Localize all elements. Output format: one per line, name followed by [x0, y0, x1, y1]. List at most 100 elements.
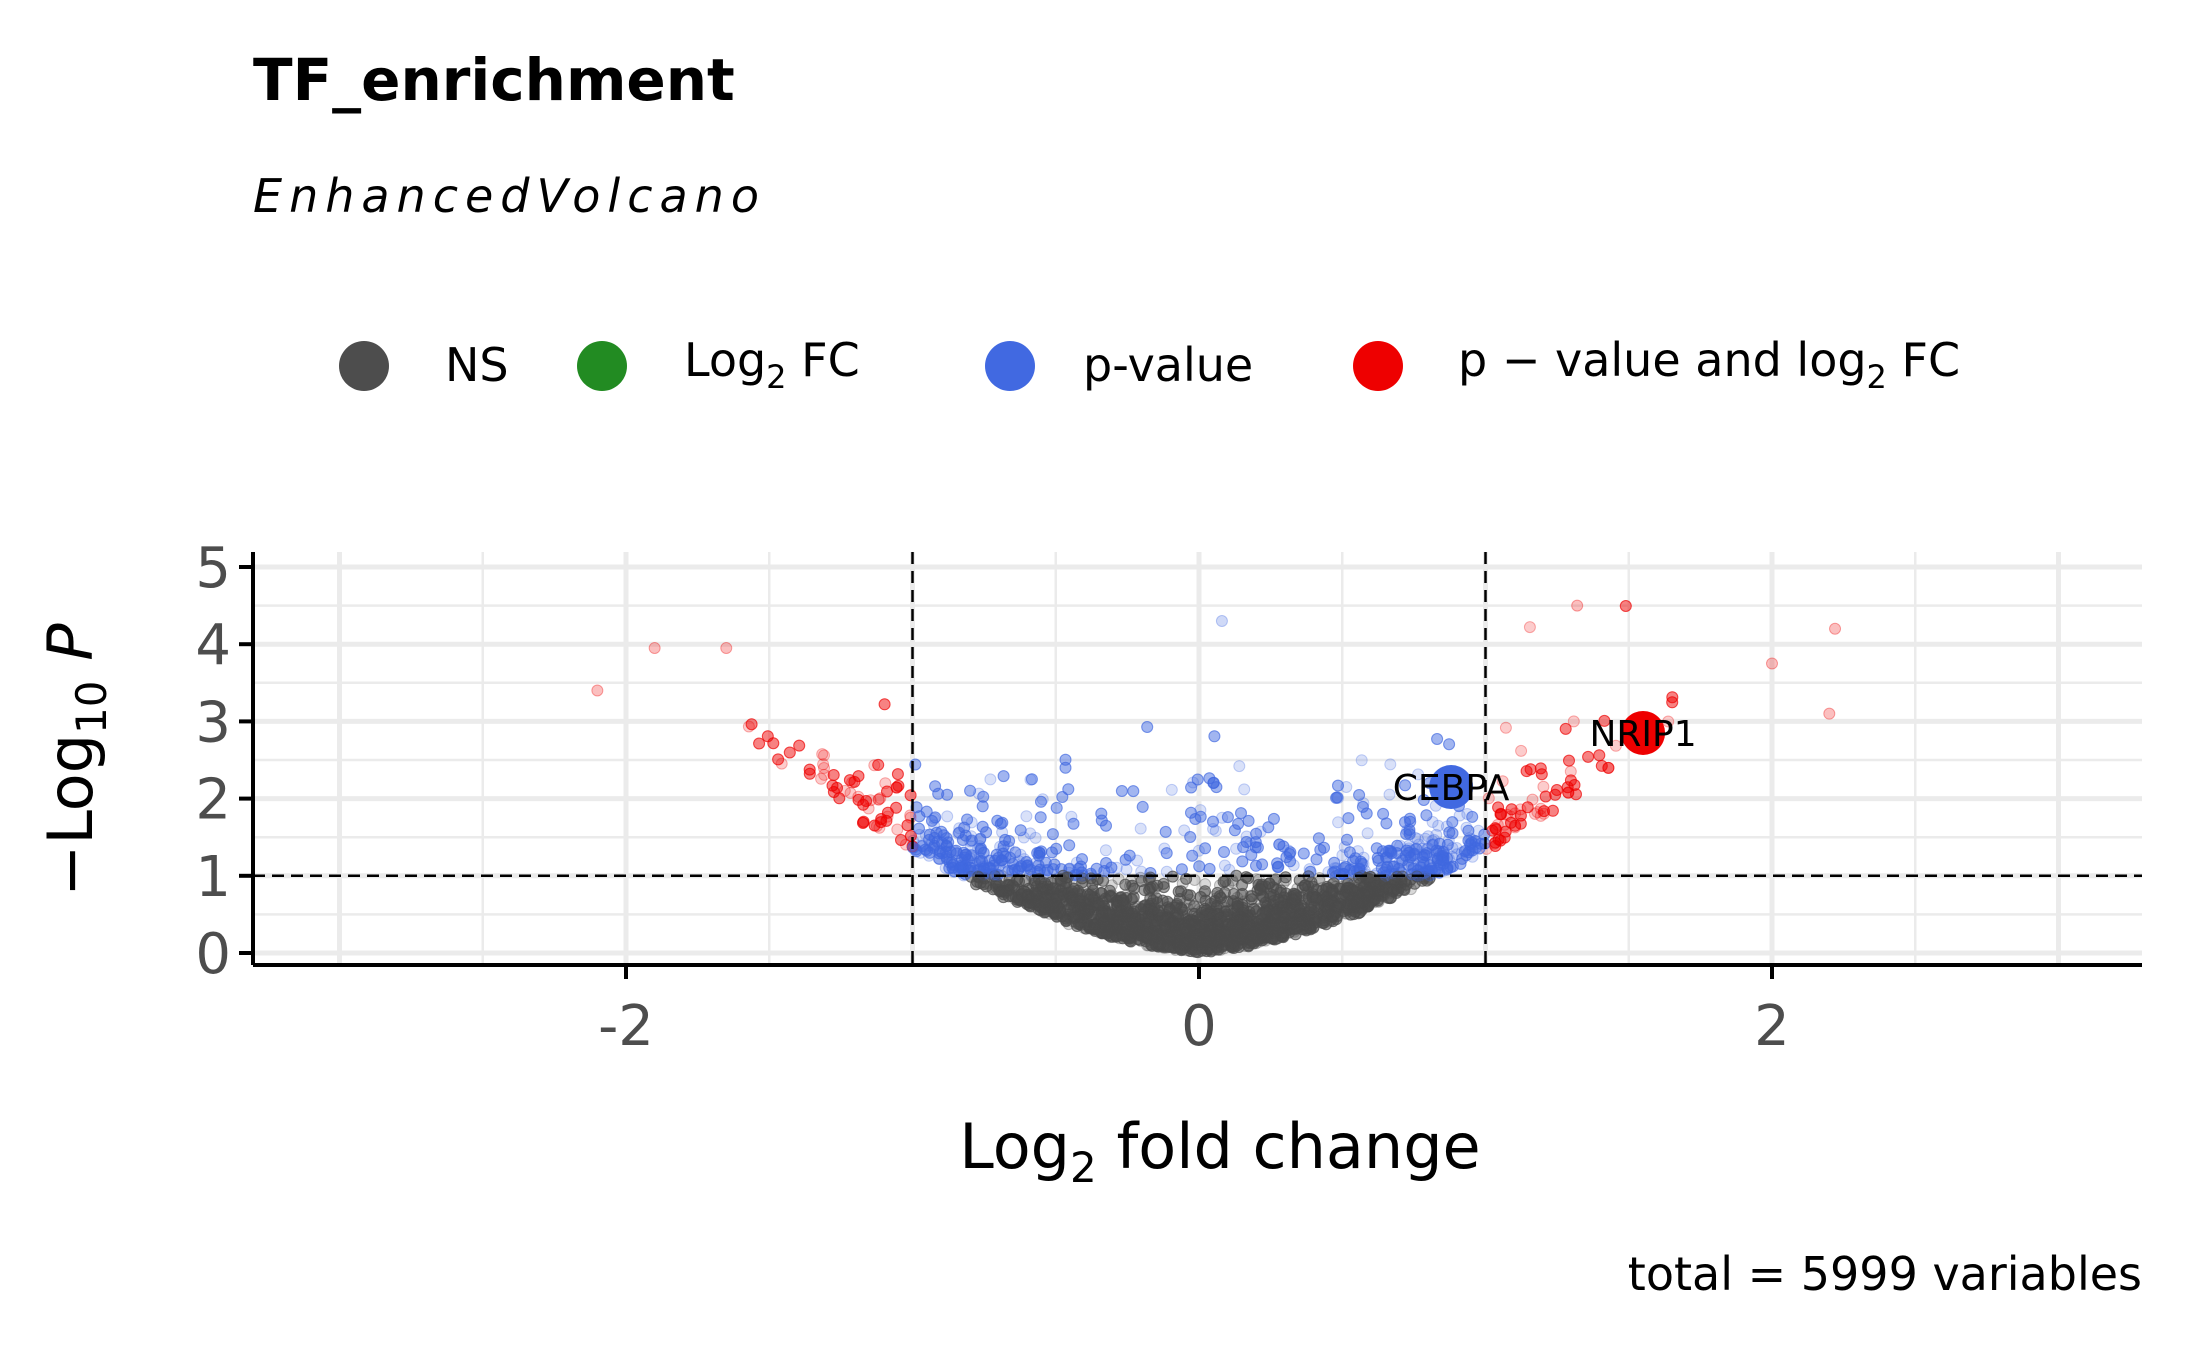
data-point	[1247, 918, 1260, 931]
data-point	[1012, 883, 1024, 896]
data-point	[1071, 904, 1084, 917]
data-point	[973, 851, 986, 864]
data-point	[817, 758, 830, 771]
data-point	[1323, 915, 1336, 928]
data-point	[1227, 940, 1240, 953]
data-point	[1014, 848, 1027, 861]
data-point	[1002, 840, 1015, 853]
data-point	[1408, 843, 1421, 856]
data-point	[1244, 837, 1257, 850]
data-point	[1058, 877, 1071, 890]
data-point	[1176, 877, 1189, 890]
data-point	[1243, 933, 1255, 946]
data-point	[1334, 880, 1347, 893]
data-point	[1441, 861, 1454, 874]
data-point	[1298, 905, 1311, 918]
data-point	[1355, 754, 1368, 767]
data-point	[1208, 890, 1221, 903]
data-point	[1172, 912, 1185, 925]
data-point	[1095, 918, 1108, 931]
data-point	[864, 794, 877, 807]
data-point	[1250, 917, 1263, 930]
data-point	[1209, 924, 1222, 937]
data-point	[1378, 888, 1391, 901]
data-point	[1340, 906, 1353, 919]
data-point	[1385, 886, 1398, 899]
data-point	[1231, 933, 1243, 946]
data-point	[1321, 910, 1334, 922]
data-point	[1216, 811, 1229, 824]
data-point	[926, 835, 939, 848]
data-point	[1168, 936, 1180, 949]
data-point	[972, 842, 985, 855]
legend-swatch-pvalue-log2fc	[1353, 341, 1403, 391]
data-point	[1357, 889, 1370, 902]
data-point	[1231, 891, 1244, 904]
data-point	[1163, 904, 1176, 917]
data-point	[1198, 938, 1211, 950]
data-point	[1496, 775, 1509, 788]
data-point	[1319, 905, 1332, 918]
data-point	[1374, 887, 1387, 900]
data-point	[1030, 857, 1043, 870]
data-point	[1130, 914, 1143, 927]
data-point	[952, 827, 965, 840]
data-point	[1042, 896, 1055, 909]
data-point	[1282, 844, 1295, 857]
data-point	[1372, 889, 1385, 902]
data-point	[1085, 887, 1097, 900]
data-point	[1015, 884, 1028, 897]
data-point	[827, 769, 840, 781]
data-point	[1062, 908, 1075, 921]
legend-label-pvalue-log2fc: p − value and log2 FC	[1458, 333, 1960, 396]
data-point	[1281, 895, 1294, 908]
data-point	[1201, 917, 1214, 930]
data-point	[1265, 913, 1278, 926]
data-point	[1277, 929, 1290, 942]
data-point	[1082, 902, 1095, 915]
data-point	[1173, 902, 1186, 915]
data-point	[1095, 910, 1108, 923]
data-point	[1024, 773, 1037, 786]
data-point	[1431, 863, 1444, 875]
data-point	[1268, 874, 1281, 887]
data-point	[1141, 915, 1154, 928]
data-point	[767, 737, 780, 750]
data-point	[1020, 810, 1033, 823]
data-point	[1534, 802, 1547, 815]
data-point	[1440, 820, 1453, 833]
data-point	[1041, 898, 1054, 911]
data-point	[1168, 923, 1181, 936]
data-point	[1061, 884, 1074, 897]
data-point	[1437, 864, 1450, 877]
chart-title: TF_enrichment	[253, 46, 735, 114]
data-point	[1213, 920, 1225, 933]
data-point	[1357, 881, 1370, 894]
data-point	[1206, 934, 1219, 947]
legend-label-ns: NS	[445, 338, 509, 392]
data-point	[1148, 915, 1161, 928]
data-point	[1411, 868, 1423, 881]
data-point	[1066, 882, 1079, 895]
data-point	[1221, 811, 1234, 824]
data-point	[1298, 923, 1311, 936]
data-point	[1300, 889, 1313, 902]
data-point	[1357, 858, 1370, 871]
data-point	[1403, 846, 1416, 859]
data-point	[1141, 939, 1154, 952]
data-point	[1166, 915, 1178, 927]
grid	[253, 552, 2142, 965]
data-point	[1092, 920, 1105, 933]
data-point	[1099, 926, 1112, 939]
data-point	[1290, 914, 1303, 927]
data-point	[1302, 910, 1315, 923]
data-point	[862, 802, 875, 815]
data-point	[1194, 804, 1207, 817]
data-point	[1112, 896, 1125, 909]
data-point	[1218, 942, 1231, 955]
data-point	[1344, 892, 1357, 905]
data-point	[1024, 890, 1037, 903]
data-point	[1228, 921, 1240, 934]
data-point	[1178, 824, 1191, 837]
